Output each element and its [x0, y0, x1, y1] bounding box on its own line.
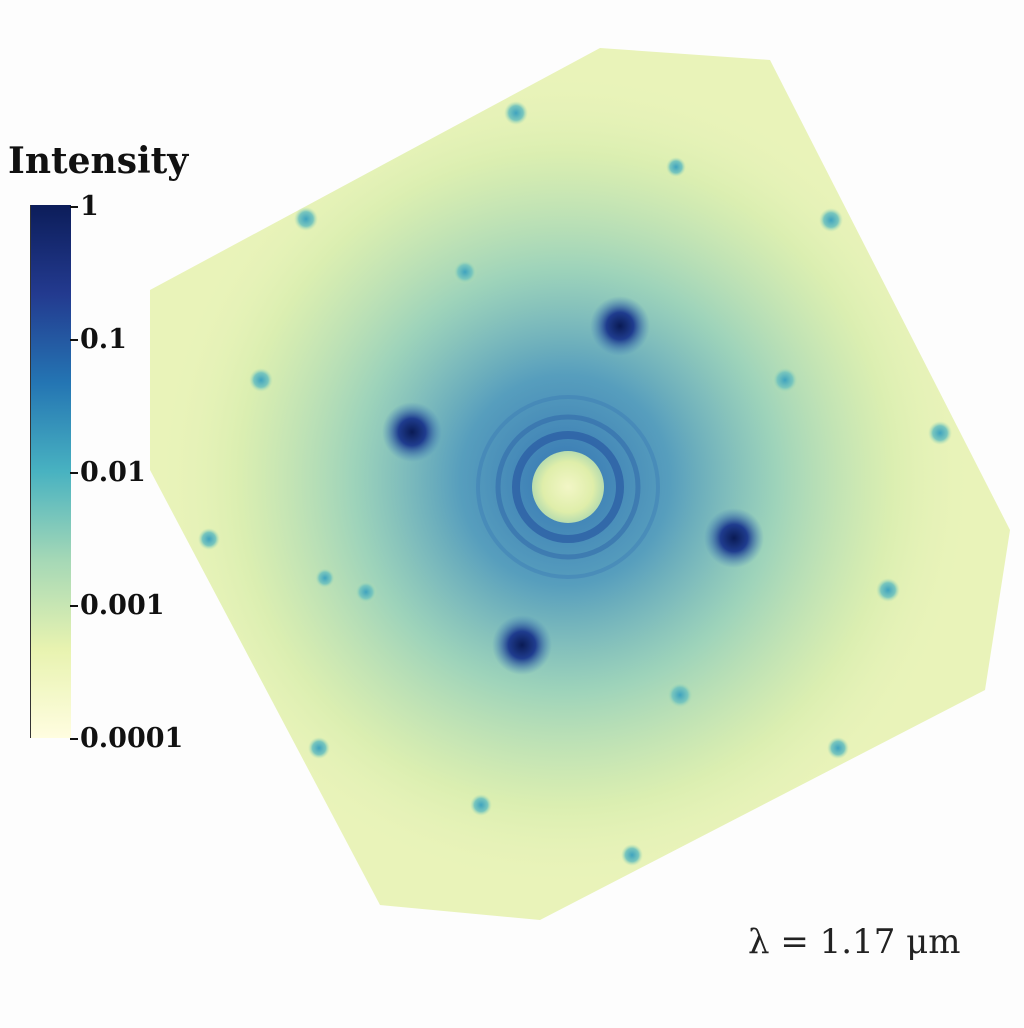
diffraction-spot	[590, 296, 650, 356]
colorbar-tick	[70, 472, 78, 474]
colorbar-tick	[70, 605, 78, 607]
central-core	[532, 451, 604, 523]
colorbar-tick	[70, 738, 78, 740]
diffraction-spot	[382, 402, 442, 462]
colorbar	[30, 205, 71, 738]
colorbar-tick-label: 1	[80, 191, 99, 222]
wavelength-label: λ = 1.17 μm	[748, 922, 961, 962]
colorbar-tick-label: 0.001	[80, 590, 165, 621]
secondary-spots	[198, 101, 952, 866]
diffraction-spot	[704, 508, 764, 568]
colorbar-tick	[70, 339, 78, 341]
colorbar-title: Intensity	[8, 140, 189, 182]
colorbar-tick-label: 0.0001	[80, 723, 184, 754]
colorbar-tick-label: 0.1	[80, 324, 127, 355]
colorbar-tick-label: 0.01	[80, 457, 146, 488]
colorbar-tick	[70, 206, 78, 208]
diffraction-spot	[492, 615, 552, 675]
